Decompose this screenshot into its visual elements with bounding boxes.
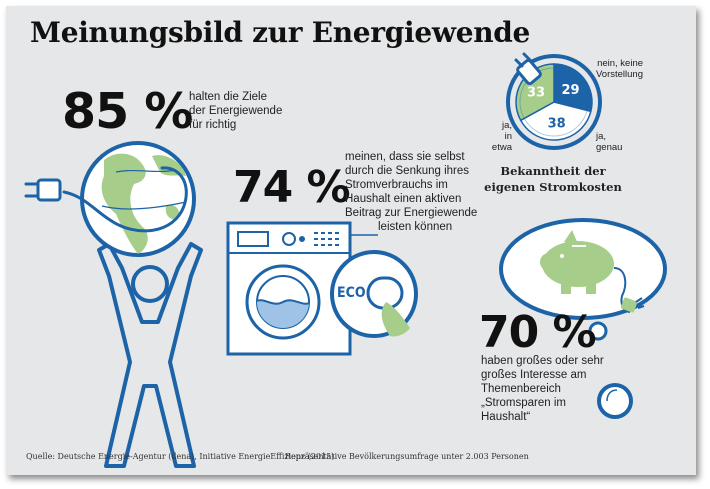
pie-label-line: genau	[596, 142, 623, 153]
cable-plug-icon	[24, 166, 188, 233]
pie-chart: 29 38 33	[506, 52, 602, 150]
pie-ring	[506, 54, 602, 150]
person-figure	[97, 242, 203, 468]
pie-label-nein: nein, keine Vorstellung	[596, 58, 643, 80]
pie-label-line: ja,	[596, 131, 607, 142]
pie-title-line: eigenen Stromkosten	[484, 180, 622, 194]
stat2-line: Haushalt einen aktiven	[345, 193, 462, 205]
pie-label-line: ja,	[501, 120, 512, 131]
stat3-line: haben großes oder sehr	[481, 355, 604, 367]
stat3-text: haben großes oder sehr großes Interesse …	[481, 354, 604, 424]
stat3-value: 70 %	[479, 307, 597, 358]
pie-slice-value: 29	[561, 83, 579, 98]
footer-source: Quelle: Deutsche Energie-Agentur (dena),…	[26, 452, 335, 461]
stat1-text: halten die Ziele der Energiewende für ri…	[189, 90, 282, 132]
stat2-line: Beitrag zur Energiewende	[345, 207, 478, 219]
pie-slice	[553, 63, 593, 113]
pie-title-line: Bekanntheit der	[500, 164, 606, 178]
footer-survey: Repräsentative Bevölkerungsumfrage unter…	[285, 452, 529, 461]
washing-machine-icon	[226, 221, 378, 356]
stat2-line: Stromverbrauchs im	[345, 179, 448, 191]
pie-label-line: Vorstellung	[596, 69, 644, 80]
pie-label-in-etwa: ja, in etwa	[488, 120, 512, 153]
pie-label-genau: ja, genau	[596, 131, 622, 153]
piggy-bank-icon	[540, 230, 614, 294]
plug-icon	[514, 52, 542, 86]
stat3-line: großes Interesse am	[481, 369, 587, 381]
stat3-line: „Stromsparen im	[481, 397, 566, 409]
piggy-bank-bubble	[499, 218, 667, 419]
stat2-line: meinen, dass sie selbst	[345, 151, 465, 163]
stat2-value: 74 %	[233, 162, 351, 213]
stat3-line: Themenbereich	[481, 383, 561, 395]
stat1-value: 85 %	[62, 83, 193, 140]
stat1-line: halten die Ziele	[189, 91, 267, 103]
thought-dot-large	[597, 383, 633, 419]
stat2-text: meinen, dass sie selbst durch die Senkun…	[345, 150, 477, 234]
pie-chart-title: Bekanntheit der eigenen Stromkosten	[464, 163, 642, 195]
eco-button-zoom	[330, 250, 418, 338]
pie-slice-value: 38	[548, 117, 566, 132]
thought-dot-small	[588, 321, 608, 341]
page-title: Meinungsbild zur Energiewende	[30, 16, 531, 49]
small-plug-icon	[620, 297, 645, 313]
eco-label: ECO	[337, 285, 366, 301]
stat1-line: für richtig	[189, 119, 237, 131]
stat1-line: der Energiewende	[189, 105, 283, 117]
illustrations: 29 38 33	[24, 52, 667, 468]
pie-label-line: in etwa	[491, 131, 512, 153]
globe-icon	[80, 141, 196, 257]
stat2-line: durch die Senkung ihres	[345, 165, 470, 177]
stat2-line: leisten können	[378, 221, 453, 233]
pie-label-line: nein, keine	[597, 58, 644, 69]
pie-slice-value: 33	[527, 85, 545, 100]
infographic-card: 29 38 33	[6, 6, 696, 475]
stat3-line: Haushalt“	[481, 411, 531, 423]
